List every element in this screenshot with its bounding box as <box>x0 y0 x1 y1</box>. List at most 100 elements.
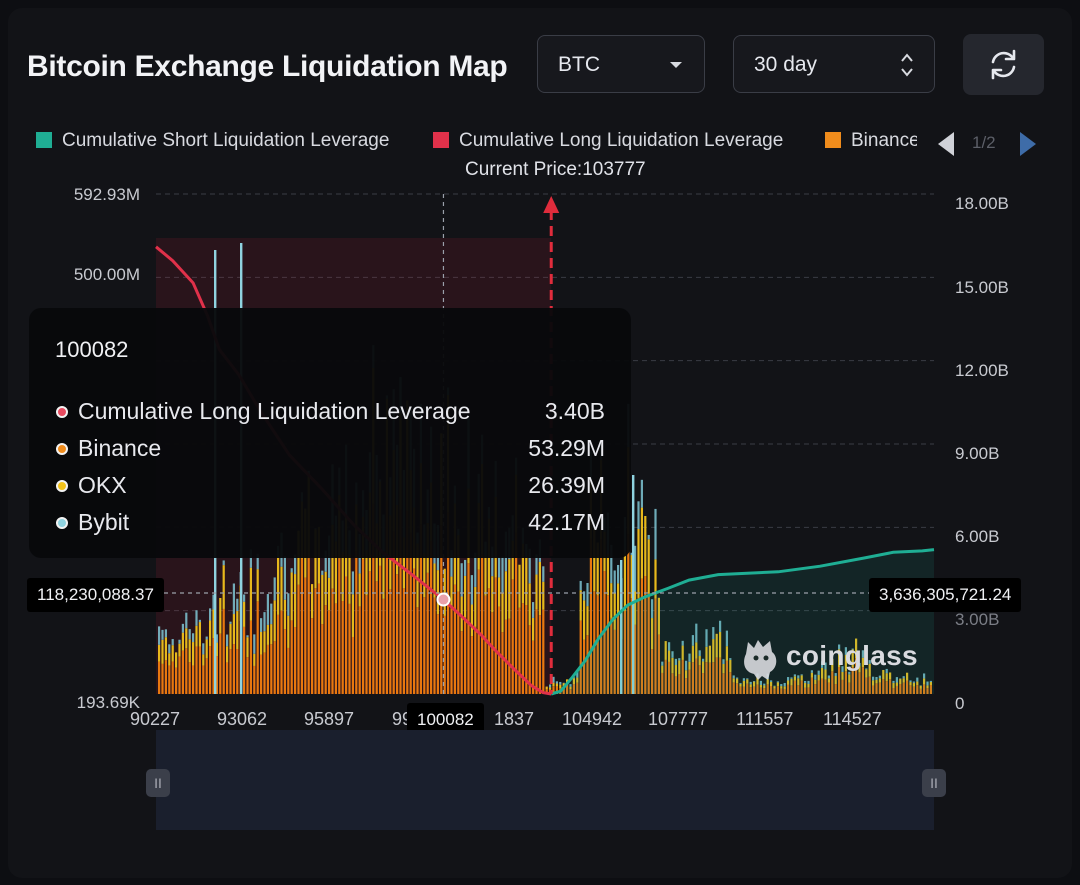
bar-binance <box>515 532 518 694</box>
bar-bybit <box>732 675 735 679</box>
bar-binance <box>661 672 664 694</box>
bar-okx <box>596 542 599 596</box>
bar-binance <box>334 603 337 694</box>
bar-okx <box>732 678 735 683</box>
bar-binance <box>212 638 215 694</box>
bar-okx <box>161 639 164 664</box>
bar-bybit <box>583 591 586 601</box>
scroller-left-handle[interactable]: II <box>146 769 170 797</box>
bar-okx <box>722 663 725 674</box>
bar-okx <box>504 571 507 620</box>
bar-binance <box>756 684 759 694</box>
bar-binance <box>185 648 188 694</box>
bar-bybit <box>885 668 888 674</box>
bar-binance <box>736 683 739 694</box>
bar-binance <box>215 656 218 694</box>
scroller-right-handle[interactable]: II <box>922 769 946 797</box>
bar-bybit <box>637 501 640 530</box>
bar-binance <box>283 629 286 694</box>
refresh-button[interactable] <box>963 34 1044 95</box>
bar-okx <box>562 683 565 687</box>
tooltip-row: Cumulative Long Liquidation Leverage 3.4… <box>55 398 605 428</box>
bar-binance <box>181 650 184 694</box>
bar-binance <box>511 579 514 694</box>
bar-okx <box>181 632 184 651</box>
bar-okx <box>555 683 558 687</box>
bar-okx <box>511 540 514 580</box>
y-right-tick: 0 <box>955 694 965 713</box>
bar-okx <box>613 593 616 630</box>
bar-binance <box>923 684 926 694</box>
bar-binance <box>307 558 310 694</box>
bar-binance <box>912 686 915 694</box>
bar-binance <box>406 510 409 694</box>
bar-okx <box>351 594 354 637</box>
bar-bybit <box>736 677 739 679</box>
bar-bybit <box>821 661 824 668</box>
bar-binance <box>331 588 334 694</box>
bar-okx <box>192 642 195 666</box>
bar-okx <box>668 650 671 662</box>
bar-binance <box>382 598 385 694</box>
bar-okx <box>674 665 677 677</box>
bar-okx <box>579 590 582 621</box>
bar-okx <box>535 574 538 610</box>
legend-swatch <box>825 132 841 148</box>
bar-bybit <box>192 633 195 643</box>
range-scroller[interactable] <box>156 730 934 830</box>
x-tick: 114527 <box>823 709 882 729</box>
coin-select[interactable]: BTC <box>537 35 705 93</box>
bar-okx <box>746 679 749 684</box>
bar-binance <box>345 576 348 694</box>
legend-item-binance[interactable]: Binance <box>825 130 917 152</box>
bar-binance <box>576 682 579 694</box>
legend-page-number: 1/2 <box>972 133 996 152</box>
bar-okx <box>906 672 909 681</box>
bar-binance <box>314 588 317 694</box>
bar-binance <box>188 662 191 694</box>
bar-bybit <box>674 658 677 666</box>
bar-okx <box>365 549 368 596</box>
bar-binance <box>855 658 858 694</box>
bar-binance <box>909 685 912 694</box>
bar-bybit <box>634 545 637 592</box>
bar-okx <box>460 596 463 632</box>
bar-okx <box>929 681 932 686</box>
bar-okx <box>215 642 218 657</box>
legend-item-short[interactable]: Cumulative Short Liquidation Leverage <box>36 130 389 152</box>
bar-okx <box>256 569 259 602</box>
bar-binance <box>770 686 773 694</box>
bar-okx <box>831 658 834 672</box>
bar-okx <box>797 678 800 686</box>
bar-binance <box>192 665 195 694</box>
range-select[interactable]: 30 day <box>733 35 935 93</box>
bar-bybit <box>909 680 912 683</box>
bar-okx <box>729 659 732 673</box>
legend-label: Cumulative Short Liquidation Leverage <box>62 130 390 151</box>
bar-bybit <box>270 603 273 625</box>
bar-bybit <box>294 554 297 575</box>
bar-binance <box>776 686 779 694</box>
bar-binance <box>773 688 776 694</box>
bar-bybit <box>460 563 463 597</box>
bar-binance <box>617 613 620 694</box>
bar-okx <box>423 552 426 598</box>
bar-okx <box>661 665 664 673</box>
tooltip-series-value: 53.29M <box>528 435 605 461</box>
bar-binance <box>501 632 504 694</box>
bar-okx <box>899 678 902 685</box>
tooltip-row: Bybit 42.17M <box>55 509 605 539</box>
bar-binance <box>249 620 252 694</box>
bar-bybit <box>824 662 827 670</box>
tooltip-series-name: OKX <box>78 472 127 498</box>
bar-bybit <box>576 671 579 678</box>
next-page-icon[interactable] <box>1020 132 1036 156</box>
bar-binance <box>586 635 589 694</box>
bar-okx <box>889 672 892 680</box>
bar-binance <box>783 688 786 694</box>
bar-binance <box>916 685 919 694</box>
prev-page-icon[interactable] <box>938 132 954 156</box>
legend-item-long[interactable]: Cumulative Long Liquidation Leverage <box>433 130 783 152</box>
y-left-tick: 500.00M <box>73 265 140 284</box>
bar-bybit <box>841 666 844 673</box>
